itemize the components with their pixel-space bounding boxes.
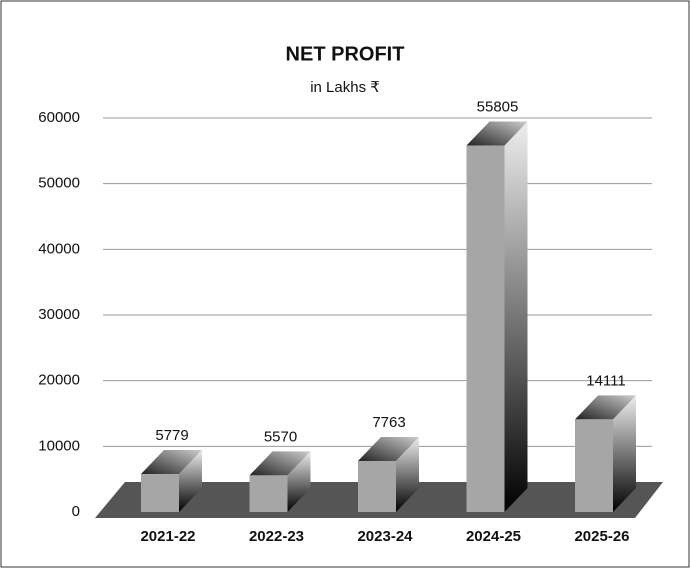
bar-top (358, 437, 419, 462)
x-tick-label: 2025-26 (574, 528, 629, 545)
value-label: 14111 (586, 372, 626, 389)
y-tick-label: 60000 (38, 109, 80, 126)
bar-top (575, 395, 636, 420)
value-label: 7763 (372, 414, 405, 431)
y-tick-label: 20000 (38, 372, 80, 389)
y-tick-label: 30000 (38, 306, 80, 323)
bar (466, 145, 505, 512)
x-tick-label: 2021-22 (140, 528, 195, 545)
y-tick-label: 0 (72, 503, 80, 520)
y-tick-label: 10000 (38, 437, 80, 454)
value-label: 5570 (264, 428, 297, 445)
bar (575, 419, 613, 512)
value-label: 55805 (477, 99, 519, 116)
y-tick-label: 40000 (38, 240, 80, 257)
x-tick-label: 2024-25 (466, 528, 521, 545)
bar-side (179, 450, 202, 512)
bar-side (504, 121, 528, 512)
value-label: 5779 (155, 427, 188, 444)
x-tick-label: 2023-24 (357, 528, 413, 545)
bar-top (249, 451, 311, 476)
bar-top (141, 450, 202, 475)
chart-title: NET PROFIT (286, 43, 405, 65)
bar (249, 475, 288, 512)
bar-side (613, 395, 636, 512)
bar (358, 461, 396, 512)
x-tick-label: 2022-23 (249, 528, 304, 545)
bar-top (466, 121, 528, 146)
bar (141, 474, 179, 512)
bar-side (287, 451, 311, 512)
chart-subtitle: in Lakhs ₹ (310, 79, 380, 96)
y-tick-label: 50000 (38, 175, 80, 192)
bar-side (396, 437, 419, 512)
